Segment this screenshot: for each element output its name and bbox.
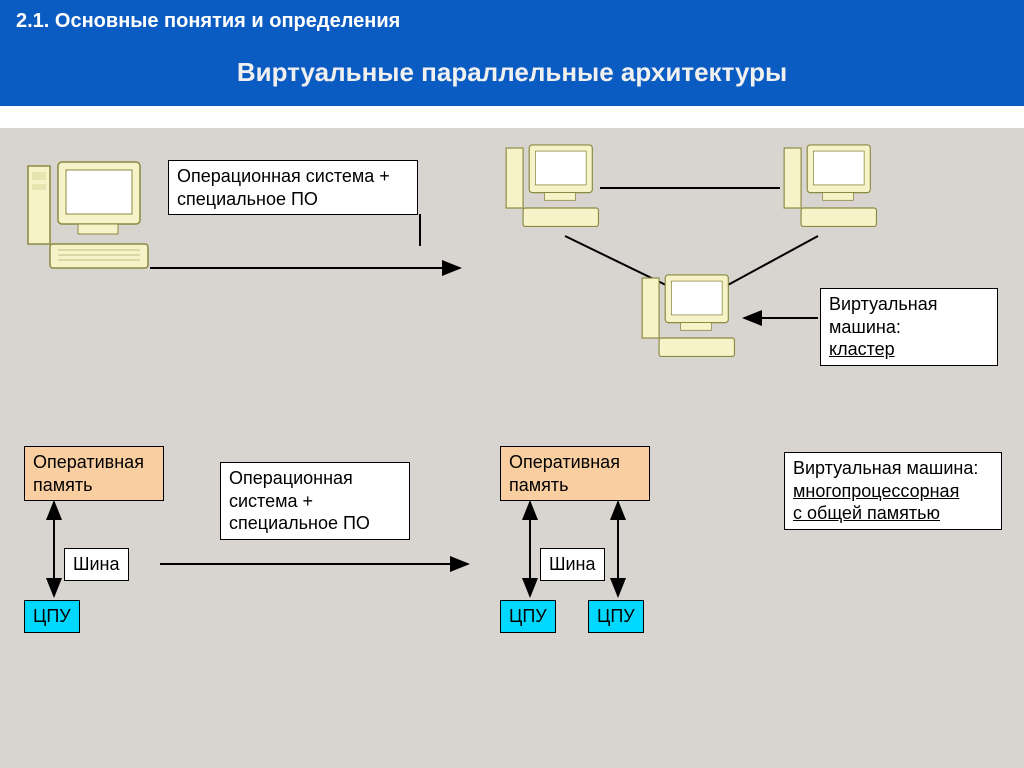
label-cpu-right1: ЦПУ [500,600,556,633]
text: Операционная система + специальное ПО [177,166,390,209]
text-line3: с общей памятью [793,503,940,523]
computer-icon [500,138,600,243]
text: Операционная система + специальное ПО [229,468,370,533]
text-line2: многопроцессорная [793,481,959,501]
label-os-special-bottom: Операционная система + специальное ПО [220,462,410,540]
computer-icon [778,138,878,243]
text: Шина [549,554,596,574]
label-virtual-mp: Виртуальная машина: многопроцессорная с … [784,452,1002,530]
text: Оперативная память [33,452,144,495]
label-ram-right: Оперативная память [500,446,650,501]
text: Шина [73,554,120,574]
text: ЦПУ [597,606,635,626]
computer-icon [20,158,150,283]
label-ram-left: Оперативная память [24,446,164,501]
label-cpu-left: ЦПУ [24,600,80,633]
text-line1: Виртуальная машина: [829,294,938,337]
text: ЦПУ [509,606,547,626]
main-title: Виртуальные параллельные архитектуры [16,57,1008,88]
label-os-special-top: Операционная система + специальное ПО [168,160,418,215]
label-bus-right: Шина [540,548,605,581]
diagram-canvas: Операционная система + специальное ПО Ви… [0,128,1024,768]
text-line1: Виртуальная машина: [793,458,978,478]
text: Оперативная память [509,452,620,495]
section-title: 2.1. Основные понятия и определения [16,10,1008,33]
computer-icon [636,268,736,373]
label-cpu-right2: ЦПУ [588,600,644,633]
slide-header: 2.1. Основные понятия и определения Вирт… [0,0,1024,106]
label-virtual-cluster: Виртуальная машина: кластер [820,288,998,366]
label-bus-left: Шина [64,548,129,581]
text-line2: кластер [829,339,895,359]
text: ЦПУ [33,606,71,626]
